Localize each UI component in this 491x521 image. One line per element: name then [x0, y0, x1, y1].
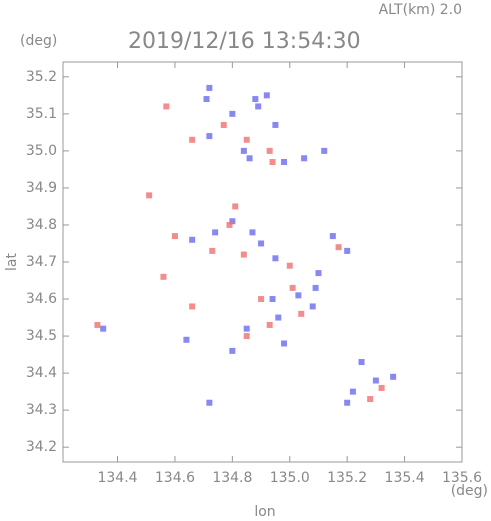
echo-point — [206, 133, 213, 140]
echo-point — [298, 310, 305, 317]
x-tick-label: 135.0 — [270, 470, 310, 486]
echo-point — [312, 284, 319, 291]
echo-point — [206, 399, 213, 406]
echo-point — [315, 270, 322, 277]
echo-point — [203, 96, 210, 103]
echo-point — [266, 147, 273, 154]
x-tick-label: 135.2 — [327, 470, 367, 486]
echo-point — [329, 233, 336, 240]
chart-subtitle: ALT(km) 2.0 — [379, 2, 462, 18]
echo-point — [349, 388, 356, 395]
echo-point — [344, 399, 351, 406]
echo-point — [295, 292, 302, 299]
echo-point — [367, 396, 374, 403]
x-unit: (deg) — [451, 483, 488, 499]
x-axis-label: lon — [254, 504, 275, 520]
plot-frame — [62, 61, 463, 463]
echo-point — [212, 229, 219, 236]
echo-point — [255, 103, 262, 110]
echo-point — [372, 377, 379, 384]
echo-point — [272, 121, 279, 128]
echo-point — [258, 240, 265, 247]
echo-point — [269, 159, 276, 165]
x-tick-label: 134.6 — [155, 470, 195, 486]
y-axis-label: lat — [4, 253, 20, 271]
echo-point — [240, 251, 247, 258]
y-tick-label: 35.0 — [26, 143, 57, 159]
y-tick-label: 34.3 — [26, 402, 57, 418]
echo-point — [189, 236, 196, 243]
echo-point — [229, 110, 236, 117]
x-tick-label: 134.4 — [97, 470, 137, 486]
echo-point — [240, 147, 247, 154]
y-tick-label: 34.2 — [26, 439, 57, 455]
echo-point — [100, 325, 107, 332]
echo-point — [275, 314, 282, 321]
echo-point — [206, 84, 213, 91]
echo-point — [378, 384, 385, 391]
echo-point — [344, 247, 351, 254]
echo-point — [289, 284, 296, 291]
y-tick-label: 34.9 — [26, 180, 57, 196]
echo-point — [281, 340, 288, 347]
echo-point — [358, 359, 365, 365]
echo-point — [252, 96, 259, 103]
y-tick-label: 35.2 — [26, 69, 57, 85]
echo-point — [269, 296, 276, 303]
echo-point — [229, 347, 236, 354]
echo-point — [146, 192, 153, 199]
echo-point — [183, 336, 190, 343]
y-tick-label: 34.8 — [26, 217, 57, 233]
echo-point — [390, 373, 397, 380]
echo-point — [286, 262, 293, 269]
echo-point — [266, 321, 273, 328]
chart-title: 2019/12/16 13:54:30 — [128, 29, 361, 54]
echo-point — [209, 247, 216, 254]
echo-point — [281, 159, 288, 165]
echo-point — [160, 273, 167, 280]
echo-point — [243, 325, 250, 332]
echo-point — [258, 296, 265, 303]
y-tick-label: 34.4 — [26, 365, 57, 381]
echo-point — [321, 147, 328, 154]
y-tick-label: 35.1 — [26, 106, 57, 122]
echo-point — [249, 229, 256, 236]
echo-point — [309, 303, 316, 310]
echo-point — [272, 255, 279, 262]
y-tick-label: 34.5 — [26, 328, 57, 344]
echo-point — [246, 155, 253, 162]
echo-point — [243, 136, 250, 143]
echo-point — [94, 321, 101, 328]
echo-point — [189, 303, 196, 310]
x-tick-label: 134.8 — [212, 470, 252, 486]
echo-point — [229, 218, 236, 225]
y-unit: (deg) — [20, 33, 57, 49]
echo-point — [243, 333, 250, 340]
x-tick-label: 135.6 — [442, 470, 482, 486]
echo-point — [226, 221, 233, 228]
echo-point — [189, 136, 196, 143]
echo-point — [335, 244, 342, 251]
echo-point — [171, 233, 178, 240]
echo-point — [301, 155, 308, 162]
echo-point — [163, 103, 170, 110]
echo-point — [232, 203, 239, 210]
x-tick-label: 135.4 — [385, 470, 425, 486]
echo-point — [263, 92, 270, 99]
y-tick-label: 34.7 — [26, 254, 57, 270]
echo-point — [220, 121, 227, 128]
y-tick-label: 34.6 — [26, 291, 57, 307]
